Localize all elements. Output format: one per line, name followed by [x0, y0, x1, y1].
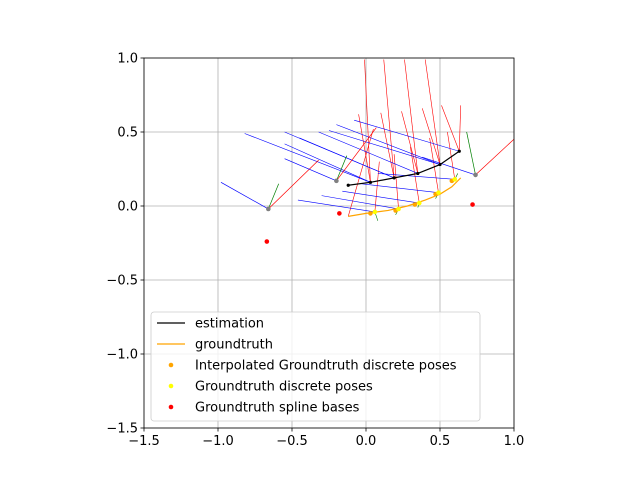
- estimation-point: [368, 180, 373, 184]
- blue-frame-ray: [354, 119, 460, 152]
- data-point: [412, 202, 418, 207]
- pose-axis-x: [336, 127, 377, 182]
- data-point: [473, 172, 478, 178]
- data-point: [416, 200, 422, 206]
- blue-frame-ray: [377, 173, 455, 180]
- red-frame-ray: [424, 59, 441, 165]
- blue-frame-ray: [318, 131, 418, 174]
- blue-frame-ray: [321, 195, 399, 210]
- estimation-point: [457, 149, 461, 153]
- pose-axis-x: [268, 159, 319, 210]
- legend-label: groundtruth: [195, 338, 273, 353]
- red-frame-ray: [347, 128, 374, 217]
- estimation-point: [416, 171, 420, 176]
- blue-frame-ray: [328, 130, 441, 165]
- data-point: [452, 177, 458, 182]
- x-tick-label: −1.5: [128, 434, 160, 449]
- pose-axis-x: [475, 138, 514, 176]
- blue-frame-ray: [361, 183, 439, 193]
- ticks: −1.5 −1.0 −0.5 0.0 0.5 1.0 −1.5 −1.0 −0.5 0.0 0.5 1…: [106, 52, 524, 450]
- data-point: [368, 211, 373, 216]
- blue-frame-ray: [342, 190, 420, 204]
- red-frame-ray: [447, 131, 456, 180]
- y-tick-label: 1.0: [117, 52, 138, 67]
- blue-frame-ray: [284, 131, 395, 179]
- red-frame-ray: [374, 161, 380, 212]
- y-tick-label: 0.5: [117, 126, 138, 141]
- legend-label: Interpolated Groundtruth discrete poses: [195, 359, 457, 374]
- y-tick-label: −1.5: [106, 422, 138, 437]
- legend-swatch: [168, 362, 174, 368]
- legend-box: [150, 311, 481, 422]
- data-point: [264, 239, 270, 244]
- estimation-point: [346, 183, 350, 187]
- red-frame-ray: [380, 112, 395, 178]
- red-frame-ray: [421, 108, 441, 165]
- x-tick-label: −0.5: [276, 434, 308, 449]
- axes-frame: [143, 57, 515, 429]
- legend: estimation groundtruth Interpolated Ground…: [150, 311, 481, 422]
- data-point: [470, 202, 475, 207]
- estimation-point: [438, 162, 442, 167]
- pose-axis-y: [336, 155, 348, 181]
- estimation-point: [392, 176, 396, 180]
- data-point: [337, 211, 342, 216]
- data-point: [436, 190, 441, 195]
- y-tick-label: −1.0: [106, 348, 138, 363]
- red-frame-ray: [401, 111, 419, 174]
- y-tick-label: −0.5: [106, 274, 138, 289]
- legend-swatch: [168, 404, 174, 410]
- pose-axis-z: [220, 182, 269, 210]
- pose-axis-y: [267, 183, 280, 210]
- x-tick-label: 0.0: [356, 434, 377, 449]
- data-point: [266, 206, 271, 212]
- legend-label: Groundtruth discrete poses: [195, 380, 373, 395]
- red-frame-ray: [358, 114, 371, 183]
- pose-axis-z: [422, 156, 476, 176]
- blue-frame-ray: [244, 133, 371, 183]
- legend-swatch: [168, 383, 174, 389]
- pose-axis-z: [284, 158, 337, 182]
- data-point: [334, 178, 339, 184]
- legend-label: estimation: [195, 317, 264, 332]
- data-point: [396, 206, 401, 212]
- x-tick-label: −1.0: [202, 434, 234, 449]
- red-frame-ray: [364, 59, 371, 183]
- red-frame-ray: [441, 105, 460, 152]
- red-frame-ray: [404, 59, 419, 174]
- legend-label: Groundtruth spline bases: [195, 401, 360, 416]
- blue-frame-ray: [297, 199, 375, 213]
- x-tick-label: 0.5: [430, 434, 451, 449]
- plot-area: [220, 59, 514, 244]
- red-frame-ray: [383, 59, 395, 178]
- red-frame-ray: [429, 137, 439, 193]
- pose-axis-y: [466, 131, 476, 175]
- y-tick-label: 0.0: [117, 200, 138, 215]
- red-frame-ray: [458, 105, 462, 152]
- series-line-estimation: [348, 150, 460, 186]
- blue-frame-ray: [284, 143, 371, 183]
- x-tick-label: 1.0: [504, 434, 525, 449]
- blue-frame-ray: [336, 124, 441, 165]
- data-point: [372, 209, 378, 215]
